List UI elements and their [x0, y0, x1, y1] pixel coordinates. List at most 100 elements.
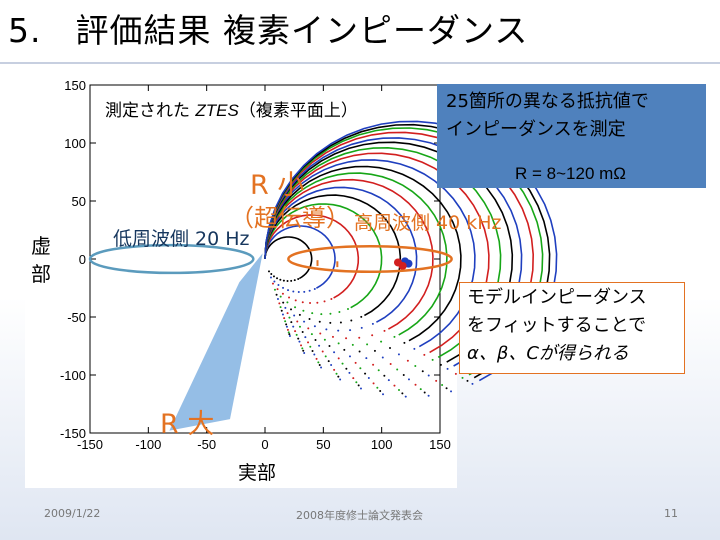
- low-freq-point: [396, 368, 399, 371]
- low-freq-point: [273, 280, 276, 283]
- low-freq-point: [279, 278, 282, 281]
- measurement-note-line: 25箇所の異なる抵抗値で: [446, 91, 649, 112]
- high-frequency-ellipse: [287, 244, 453, 274]
- low-freq-point: [441, 384, 444, 387]
- low-freq-point: [359, 387, 362, 390]
- low-freq-point: [431, 358, 434, 361]
- y-tick-label: -150: [60, 426, 86, 441]
- low-freq-point: [383, 329, 386, 332]
- low-freq-point: [454, 372, 457, 375]
- low-freq-point: [345, 337, 348, 340]
- low-freq-point: [333, 351, 336, 354]
- low-freq-point: [311, 312, 314, 315]
- low-freq-point: [423, 353, 426, 356]
- low-freq-point: [280, 309, 283, 312]
- low-freq-point: [379, 389, 382, 392]
- low-freq-point: [331, 335, 334, 338]
- low-freq-point: [414, 383, 417, 386]
- low-freq-point: [283, 317, 286, 320]
- low-frequency-label: 低周波側 20 Hz: [113, 228, 250, 250]
- low-freq-point: [358, 350, 361, 353]
- low-freq-point: [313, 287, 316, 290]
- low-freq-point: [397, 353, 400, 356]
- low-freq-point: [423, 391, 426, 394]
- low-freq-point: [357, 384, 360, 387]
- low-freq-point: [293, 279, 296, 282]
- low-freq-point: [286, 312, 289, 315]
- x-tick-label: -100: [135, 437, 161, 452]
- low-freq-point: [294, 306, 297, 309]
- low-freq-point: [427, 374, 430, 377]
- x-tick-label: -150: [77, 437, 103, 452]
- low-freq-point: [282, 301, 285, 304]
- low-freq-point: [348, 355, 351, 358]
- ztes-symbol: ZTES: [195, 101, 239, 120]
- resistance-range: R = 8~120 mΩ: [515, 164, 626, 183]
- low-freq-point: [301, 301, 304, 304]
- low-freq-point: [297, 337, 300, 340]
- low-freq-point: [286, 328, 289, 331]
- low-freq-point: [288, 296, 291, 299]
- low-freq-point: [330, 297, 333, 300]
- low-freq-point: [327, 360, 330, 363]
- low-freq-point: [365, 357, 368, 360]
- measurement-callout-box: [437, 84, 706, 188]
- low-freq-point: [311, 350, 314, 353]
- low-freq-point: [337, 357, 340, 360]
- low-freq-point: [276, 277, 279, 280]
- low-freq-point: [414, 364, 417, 367]
- low-freq-point: [282, 286, 285, 289]
- low-freq-point: [323, 300, 326, 303]
- low-freq-point: [403, 341, 406, 344]
- low-freq-point: [285, 323, 288, 326]
- low-freq-point: [272, 275, 275, 278]
- low-freq-point: [316, 301, 319, 304]
- low-frequency-ellipse: [88, 243, 255, 275]
- low-freq-point: [389, 346, 392, 349]
- low-freq-point: [446, 367, 449, 370]
- low-freq-point: [287, 289, 290, 292]
- low-freq-point: [300, 344, 303, 347]
- impedance-semicircle: [264, 186, 418, 323]
- low-freq-point: [308, 318, 311, 321]
- model-note-line: α、β、Cが得られる: [467, 343, 629, 364]
- low-freq-point: [345, 367, 348, 370]
- y-tick-label: 0: [79, 252, 86, 267]
- low-freq-point: [355, 381, 358, 384]
- low-freq-point: [317, 361, 320, 364]
- low-freq-point: [279, 306, 282, 309]
- low-freq-point: [277, 284, 280, 287]
- low-freq-point: [318, 363, 321, 366]
- r-small-label: R 小: [250, 170, 305, 201]
- low-freq-point: [290, 308, 293, 311]
- low-freq-point: [298, 325, 301, 328]
- low-freq-point: [372, 363, 375, 366]
- low-freq-point: [339, 321, 342, 324]
- low-freq-point: [309, 302, 312, 305]
- model-fit-note: モデルインピーダンス をフィットすることで α、β、Cが得られる: [467, 284, 647, 368]
- y-tick-label: 100: [64, 136, 86, 151]
- low-freq-point: [298, 340, 301, 343]
- impedance-semicircle: [264, 165, 462, 342]
- low-freq-point: [315, 357, 318, 360]
- low-freq-point: [380, 340, 383, 343]
- page-number: 11: [664, 507, 678, 520]
- low-freq-point: [297, 277, 300, 280]
- low-freq-point: [288, 335, 291, 338]
- low-freq-point: [286, 301, 289, 304]
- low-freq-point: [354, 361, 357, 364]
- y-tick-label: 150: [64, 78, 86, 93]
- impedance-semicircle: [264, 203, 383, 309]
- low-freq-point: [290, 279, 293, 282]
- low-freq-point: [445, 387, 448, 390]
- x-tick-label: 50: [316, 437, 330, 452]
- footer-date: 2009/1/22: [44, 507, 101, 520]
- low-freq-point: [382, 393, 385, 396]
- low-freq-point: [471, 382, 474, 385]
- low-freq-point: [348, 371, 351, 374]
- y-tick-label: -100: [60, 368, 86, 383]
- low-freq-point: [366, 343, 369, 346]
- low-freq-point: [271, 282, 274, 285]
- low-freq-point: [313, 325, 316, 328]
- title-rule: [0, 62, 720, 64]
